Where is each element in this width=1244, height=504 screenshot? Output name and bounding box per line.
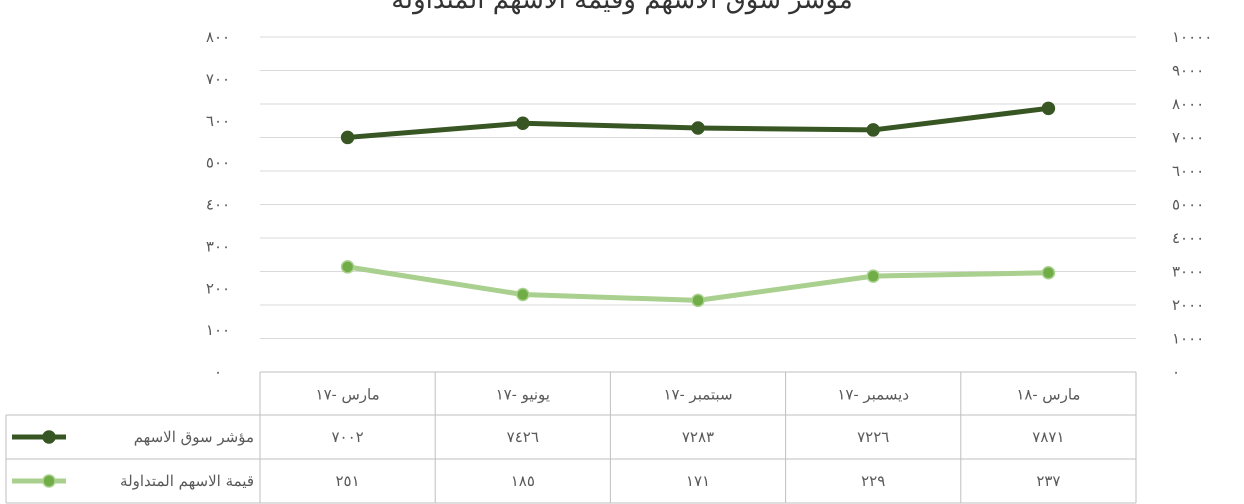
- left-tick-label: ٥٠٠: [206, 154, 230, 172]
- left-tick-label: ٨٠٠: [206, 28, 230, 46]
- series-name: قيمة الاسهم المتداولة: [120, 472, 254, 490]
- data-point: [866, 123, 880, 137]
- data-label: ٢٥١: [336, 472, 360, 490]
- data-point: [516, 287, 530, 302]
- right-tick-label: ٧٠٠٠: [1172, 129, 1204, 147]
- data-label: ٧٢٨٣: [682, 428, 714, 446]
- data-label: ٢٣٧: [1036, 472, 1060, 490]
- data-label: ٧٤٢٦: [507, 428, 539, 446]
- gridlines: [260, 36, 1136, 339]
- left-axis-ticks: ٠ ١٠٠ ٢٠٠ ٣٠٠ ٤٠٠ ٥٠٠ ٦٠٠ ٧٠٠ ٨٠٠: [206, 28, 230, 381]
- data-point: [516, 116, 530, 130]
- left-tick-label: ٣٠٠: [206, 237, 230, 255]
- data-label: ٧٠٠٢: [331, 428, 363, 446]
- left-tick-label: ٦٠٠: [206, 112, 230, 130]
- legend-key: [12, 474, 66, 488]
- legend-key: [12, 430, 66, 444]
- right-tick-label: ٩٠٠٠: [1172, 62, 1204, 80]
- right-tick-label: ٠: [1172, 363, 1180, 381]
- left-tick-label: ٧٠٠: [206, 70, 230, 88]
- series-name: مؤشر سوق الاسهم: [134, 428, 254, 446]
- right-tick-label: ١٠٠٠: [1172, 330, 1204, 348]
- data-point: [340, 130, 355, 145]
- chart-title: مؤشر سوق الاسهم وقيمة الاسهم المتداولة: [391, 0, 853, 15]
- series-layer: [340, 101, 1056, 308]
- data-point: [691, 293, 705, 308]
- left-tick-label: ٤٠٠: [206, 196, 230, 214]
- left-tick-label: ٠: [214, 363, 222, 381]
- left-tick-label: ١٠٠: [206, 321, 230, 339]
- right-tick-label: ٨٠٠٠: [1172, 95, 1204, 113]
- right-tick-label: ٣٠٠٠: [1172, 263, 1204, 281]
- data-point: [1041, 101, 1056, 116]
- category-label: يونيو -١٧: [496, 386, 550, 404]
- right-tick-label: ٢٠٠٠: [1172, 296, 1204, 314]
- left-tick-label: ٢٠٠: [206, 279, 230, 297]
- right-tick-label: ٦٠٠٠: [1172, 162, 1204, 180]
- data-label: ١٨٥: [511, 472, 535, 490]
- data-label: ٧٢٢٦: [857, 428, 889, 446]
- data-label: ١٧١: [686, 472, 710, 490]
- category-label: ديسمبر -١٧: [837, 386, 909, 404]
- data-point: [691, 121, 705, 135]
- data-point: [866, 269, 880, 283]
- data-table: مارس -١٧ يونيو -١٧ سبتمبر -١٧ ديسمبر -١٧ مار…: [5, 371, 1137, 504]
- data-point: [1041, 266, 1056, 280]
- right-axis-ticks: ٠ ١٠٠٠ ٢٠٠٠ ٣٠٠٠ ٤٠٠٠ ٥٠٠٠ ٦٠٠٠ ٧٠٠٠ ٨٠٠٠ ٩٠٠٠ ١٠٠…: [1172, 28, 1212, 381]
- data-label: ٧٨٧١: [1032, 428, 1064, 446]
- data-point: [340, 260, 355, 274]
- right-tick-label: ٥٠٠٠: [1172, 196, 1204, 214]
- data-label: ٢٢٩: [861, 472, 885, 490]
- category-label: مارس -١٧: [316, 386, 380, 404]
- category-label: سبتمبر -١٧: [663, 386, 732, 404]
- right-tick-label: ١٠٠٠٠: [1172, 28, 1212, 46]
- category-label: مارس -١٨: [1016, 386, 1080, 404]
- right-tick-label: ٤٠٠٠: [1172, 229, 1204, 247]
